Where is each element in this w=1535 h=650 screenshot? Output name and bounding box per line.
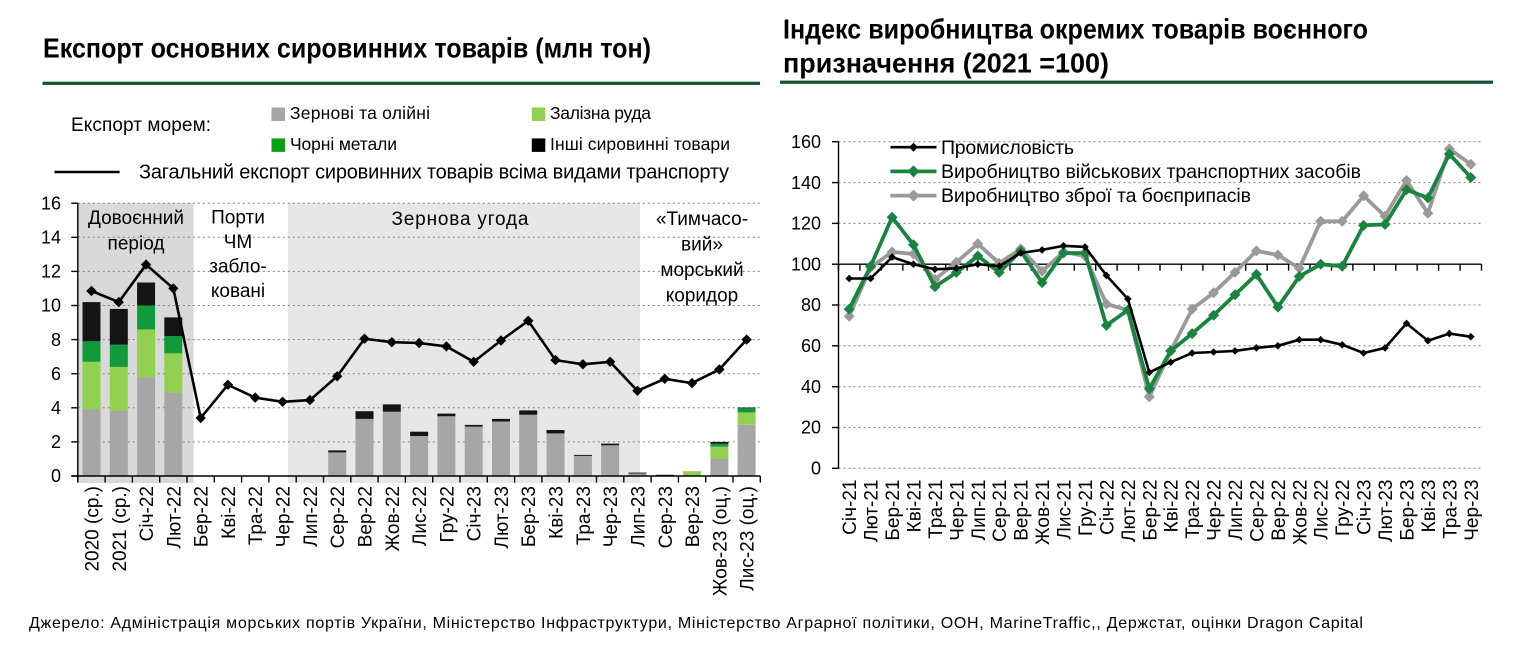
svg-text:Січ-21: Січ-21 — [840, 480, 861, 535]
svg-text:Сер-23: Сер-23 — [656, 486, 677, 548]
svg-text:Сер-22: Сер-22 — [1247, 480, 1268, 542]
svg-text:6: 6 — [51, 364, 61, 384]
svg-text:12: 12 — [41, 262, 61, 282]
svg-text:Бер-21: Бер-21 — [883, 480, 904, 541]
svg-text:вий»: вий» — [681, 235, 723, 256]
svg-text:призначення (2021 =100): призначення (2021 =100) — [783, 48, 1109, 79]
svg-text:Лис-22: Лис-22 — [1312, 480, 1333, 540]
svg-text:Лют-23: Лют-23 — [1376, 480, 1397, 542]
svg-text:Бер-23: Бер-23 — [519, 486, 540, 547]
svg-text:14: 14 — [41, 228, 61, 248]
svg-text:Кві-22: Кві-22 — [219, 486, 240, 539]
svg-text:Бер-22: Бер-22 — [192, 486, 213, 547]
svg-text:Залізна руда: Залізна руда — [550, 103, 651, 123]
svg-text:Сер-21: Сер-21 — [990, 479, 1011, 541]
svg-text:Тра-22: Тра-22 — [246, 486, 267, 545]
svg-text:2021 (ср.): 2021 (ср.) — [110, 486, 131, 572]
svg-text:«Тимчасо-: «Тимчасо- — [656, 209, 748, 230]
svg-text:Гру-22: Гру-22 — [1333, 480, 1354, 537]
svg-text:100: 100 — [791, 254, 821, 274]
svg-text:ковані: ковані — [211, 281, 265, 302]
svg-text:Індекс виробництва окремих тов: Індекс виробництва окремих товарів воєнн… — [783, 14, 1368, 45]
svg-text:0: 0 — [51, 466, 61, 486]
svg-text:Тра-23: Тра-23 — [574, 486, 595, 545]
svg-text:коридор: коридор — [666, 286, 739, 307]
svg-text:Вер-22: Вер-22 — [1269, 480, 1290, 541]
svg-text:Чорні метали: Чорні метали — [290, 134, 397, 154]
svg-text:Тра-22: Тра-22 — [1183, 480, 1204, 539]
svg-text:Бер-22: Бер-22 — [1140, 480, 1161, 541]
svg-text:Лют-22: Лют-22 — [1119, 480, 1140, 542]
svg-text:Чер-22: Чер-22 — [1205, 480, 1226, 541]
svg-text:Промисловість: Промисловість — [941, 137, 1074, 159]
svg-text:160: 160 — [791, 132, 821, 152]
svg-text:Лис-22: Лис-22 — [410, 486, 431, 546]
svg-text:Лис-23 (оц.): Лис-23 (оц.) — [738, 486, 759, 591]
svg-text:Експорт морем:: Експорт морем: — [71, 115, 211, 136]
svg-text:Жов-22: Жов-22 — [383, 486, 404, 551]
svg-text:Гру-22: Гру-22 — [437, 486, 458, 543]
svg-text:Чер-21: Чер-21 — [947, 480, 968, 541]
svg-text:Інші сировинні товари: Інші сировинні товари — [550, 134, 730, 154]
svg-text:10: 10 — [41, 296, 61, 316]
svg-text:120: 120 — [791, 214, 821, 234]
svg-text:Жов-21: Жов-21 — [1033, 480, 1054, 545]
svg-text:Жов-23 (оц.): Жов-23 (оц.) — [710, 486, 731, 596]
svg-text:Вер-21: Вер-21 — [1012, 480, 1033, 541]
svg-text:Жов-22: Жов-22 — [1290, 480, 1311, 545]
svg-text:Лис-21: Лис-21 — [1055, 480, 1076, 540]
svg-text:Порти: Порти — [211, 208, 265, 229]
svg-text:Довоєнний: Довоєнний — [88, 208, 184, 229]
svg-text:Зернова угода: Зернова угода — [392, 209, 529, 230]
svg-text:140: 140 — [791, 173, 821, 193]
svg-text:Кві-23: Кві-23 — [1419, 480, 1440, 533]
svg-text:60: 60 — [801, 336, 821, 356]
svg-text:Кві-22: Кві-22 — [1162, 480, 1183, 533]
svg-text:забло-: забло- — [209, 257, 267, 278]
svg-text:Чер-23: Чер-23 — [1462, 480, 1483, 541]
svg-text:80: 80 — [801, 295, 821, 315]
svg-text:Тра-21: Тра-21 — [926, 480, 947, 539]
svg-text:4: 4 — [51, 398, 61, 418]
svg-text:ЧМ: ЧМ — [224, 232, 253, 253]
svg-text:Сер-22: Сер-22 — [328, 486, 349, 548]
svg-text:Січ-23: Січ-23 — [465, 486, 486, 541]
svg-text:2020 (ср.): 2020 (ср.) — [83, 486, 104, 572]
svg-text:Лют-21: Лют-21 — [862, 480, 883, 542]
svg-text:Експорт основних сировинних то: Експорт основних сировинних товарів (млн… — [43, 33, 651, 64]
svg-text:Гру-21: Гру-21 — [1076, 480, 1097, 537]
svg-text:Бер-23: Бер-23 — [1398, 480, 1419, 541]
svg-text:40: 40 — [801, 377, 821, 397]
svg-text:2: 2 — [51, 432, 61, 452]
svg-text:Кві-21: Кві-21 — [905, 480, 926, 533]
svg-text:Лип-23: Лип-23 — [628, 486, 649, 547]
svg-text:Вер-23: Вер-23 — [683, 486, 704, 547]
svg-text:період: період — [108, 234, 165, 255]
svg-text:16: 16 — [41, 193, 61, 213]
svg-text:Виробництво військових транспо: Виробництво військових транспортних засо… — [941, 161, 1361, 183]
svg-text:Чер-22: Чер-22 — [274, 486, 295, 547]
svg-text:Зернові та олійні: Зернові та олійні — [290, 103, 430, 123]
svg-text:Лют-22: Лют-22 — [164, 486, 185, 548]
svg-text:Лип-22: Лип-22 — [301, 486, 322, 547]
svg-text:0: 0 — [811, 459, 821, 479]
svg-text:Лип-22: Лип-22 — [1226, 480, 1247, 541]
svg-text:Загальний експорт сировинних т: Загальний експорт сировинних товарів всі… — [139, 162, 729, 184]
svg-text:Вер-22: Вер-22 — [356, 486, 377, 547]
svg-text:Кві-23: Кві-23 — [547, 486, 568, 539]
svg-text:Виробництво зброї та боєприпас: Виробництво зброї та боєприпасів — [941, 185, 1251, 207]
svg-text:8: 8 — [51, 330, 61, 350]
svg-text:Чер-23: Чер-23 — [601, 486, 622, 547]
svg-text:20: 20 — [801, 418, 821, 438]
svg-text:Тра-23: Тра-23 — [1440, 480, 1461, 539]
svg-text:Лип-21: Лип-21 — [969, 480, 990, 541]
svg-text:морський: морський — [660, 260, 743, 281]
svg-text:Джерело: Адміністрація морськи: Джерело: Адміністрація морських портів У… — [29, 615, 1363, 632]
svg-text:Січ-22: Січ-22 — [137, 486, 158, 541]
svg-text:Лют-23: Лют-23 — [492, 486, 513, 548]
svg-text:Січ-22: Січ-22 — [1097, 480, 1118, 535]
svg-text:Січ-23: Січ-23 — [1355, 480, 1376, 535]
